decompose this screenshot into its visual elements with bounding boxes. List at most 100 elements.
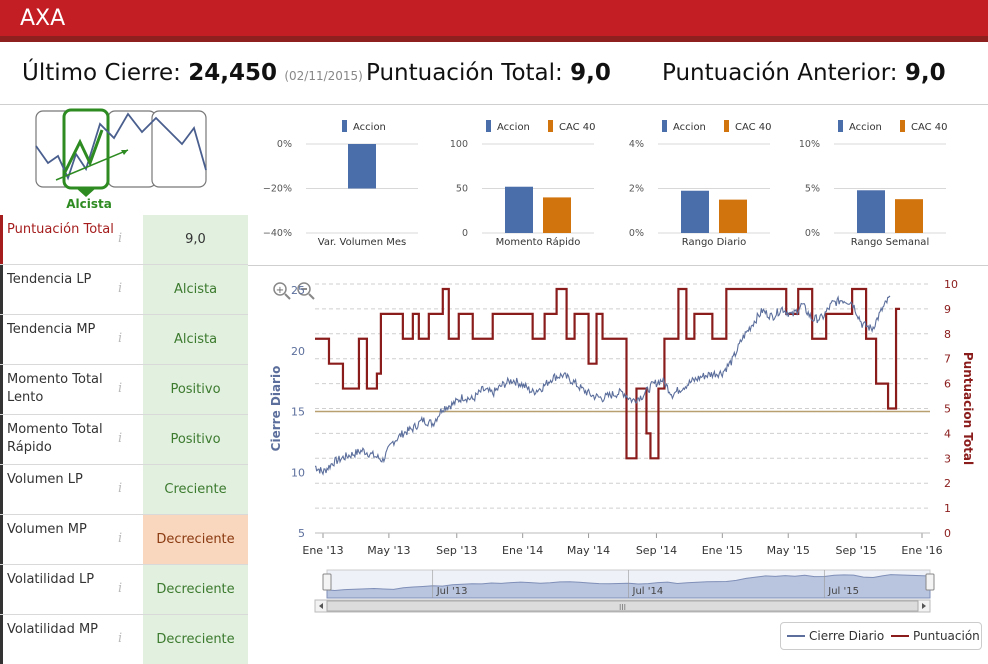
x-tick-label: Sep '13 [436,544,477,557]
indicator-name: Puntuación Total [0,215,143,264]
total-score-value: 9,0 [570,60,611,86]
indicator-name: Tendencia MP [0,315,143,364]
indicator-name: Momento Total Lento [0,365,143,414]
left-tick-label: 15 [291,406,305,419]
info-icon[interactable]: i [118,431,123,446]
x-tick-label: Ene '13 [302,544,343,557]
y-tick-label: −20% [263,184,292,195]
navigator-label: Jul '13 [436,586,468,597]
trend-pointer-icon [76,188,96,197]
navigator-handle-left[interactable] [322,573,332,591]
trend-selected-line [62,129,104,175]
x-tick-label: May '13 [367,544,410,557]
indicator-value: Decreciente [143,615,248,664]
trend-sparkline [35,112,207,181]
legend-swatch [662,120,667,132]
y-axis-left-label: Cierre Diario [269,366,283,452]
x-tick-label: May '15 [767,544,810,557]
right-tick-label: 4 [944,427,951,440]
divider-top [0,104,988,105]
bar-accion [681,190,709,233]
left-tick-label: 5 [298,527,305,540]
left-tick-label: 25 [291,284,305,297]
y-tick-label: 2% [629,184,644,195]
chart-title: Var. Volumen Mes [318,237,406,248]
info-icon[interactable]: i [118,231,123,246]
prev-score-block: Puntuación Anterior: 9,0 [662,60,946,86]
y-tick-label: 0 [462,228,468,239]
y-tick-label: 50 [456,184,468,195]
info-icon[interactable]: i [118,331,123,346]
scroll-right-icon[interactable] [922,603,926,609]
info-icon[interactable]: i [118,481,123,496]
legend-score-label[interactable]: Puntuación [913,629,980,643]
trend-panel-selected [62,108,110,190]
right-tick-label: 0 [944,527,951,540]
trend-graphic: Alcista [35,108,207,211]
table-row: Momento Total Lento i Positivo [0,365,248,415]
last-close-block: Último Cierre: 24,450 (02/11/2015) [22,60,363,86]
legend-label: CAC 40 [559,122,596,133]
legend-label: Accion [497,122,530,133]
x-tick-label: Sep '15 [835,544,876,557]
indicator-value: Decreciente [143,515,248,564]
navigator-label: Jul '15 [827,586,859,597]
right-tick-label: 6 [944,378,951,391]
indicator-name: Volatilidad LP [0,565,143,614]
trend-arrow-icon [55,149,129,181]
info-icon[interactable]: i [118,631,123,646]
info-icon[interactable]: i [118,381,123,396]
indicator-name: Tendencia LP [0,265,143,314]
zoom-out-icon-handle [308,293,315,300]
mini-chart-daily-range: Accion CAC 40 4% 2% 0% Rango Diario [629,120,772,248]
left-tick-label: 20 [291,345,305,358]
y-tick-label: 0% [805,228,820,239]
bar-accion [348,144,376,189]
last-close-date: (02/11/2015) [284,69,363,83]
info-icon[interactable]: i [118,531,123,546]
trend-panel-3 [107,110,157,188]
table-row: Volatilidad MP i Decreciente [0,615,248,664]
scroll-left-icon[interactable] [319,603,323,609]
bar-cac-40 [895,199,923,233]
y-tick-label: −40% [263,228,292,239]
y-axis-right-label: Puntuacion Total [961,352,975,465]
legend-label: CAC 40 [911,122,948,133]
mini-chart-momentum: Accion CAC 40 100 50 0 Momento Rápido [450,120,596,248]
table-row: Volumen LP i Creciente [0,465,248,515]
indicator-name: Volumen MP [0,515,143,564]
zoom-out-icon [297,282,311,296]
indicator-value: Alcista [143,265,248,314]
left-tick-label: 10 [291,466,305,479]
navigator-label: Jul '14 [632,586,664,597]
zoom-in-glyph: + [276,285,284,296]
right-tick-label: 9 [944,303,951,316]
y-tick-label: 0% [277,139,292,150]
legend-swatch [342,120,347,132]
legend-label: Accion [849,122,882,133]
bar-accion [505,186,533,233]
info-icon[interactable]: i [118,581,123,596]
table-row: Tendencia LP i Alcista [0,265,248,315]
bar-accion [857,190,885,233]
zoom-in-icon-handle [284,293,291,300]
info-icon[interactable]: i [118,281,123,296]
last-close-value: 24,450 [188,60,278,86]
indicator-value: Positivo [143,365,248,414]
navigator-handle-right[interactable] [925,573,935,591]
indicator-name: Momento Total Rápido [0,415,143,464]
y-tick-label: 5% [805,184,820,195]
legend-swatch [838,120,843,132]
indicator-value: Alcista [143,315,248,364]
trend-arrowhead-icon [121,150,128,155]
chart-title: Rango Diario [682,237,746,248]
table-row: Tendencia MP i Alcista [0,315,248,365]
scrollbar-thumb[interactable] [326,600,919,612]
mini-chart-weekly-range: Accion CAC 40 10% 5% 0% Rango Semanal [799,120,948,248]
x-tick-label: Ene '15 [702,544,743,557]
total-score-label: Puntuación Total: [366,60,563,86]
legend-swatch [486,120,491,132]
legend-close-label[interactable]: Cierre Diario [809,629,884,643]
table-row: Puntuación Total i 9,0 [0,215,248,265]
